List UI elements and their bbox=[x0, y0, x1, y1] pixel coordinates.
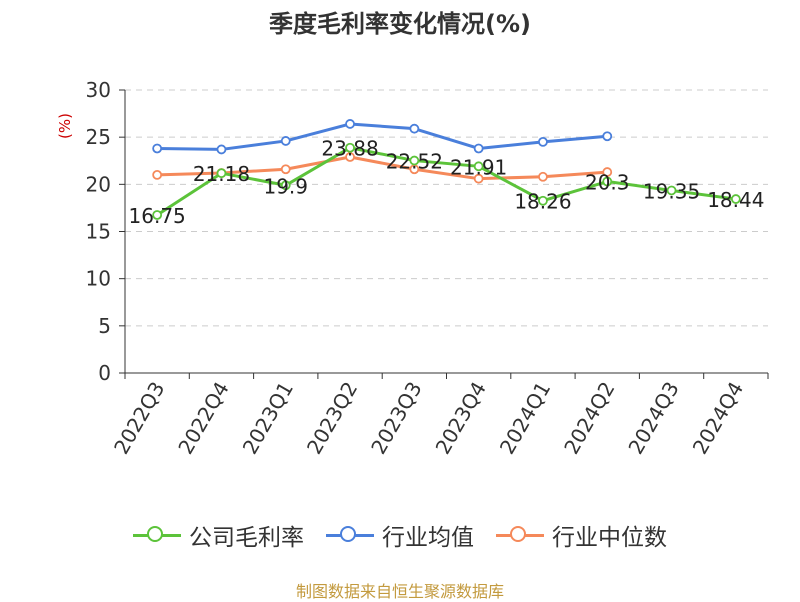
y-tick-label: 25 bbox=[86, 125, 111, 149]
data-point bbox=[473, 161, 484, 172]
grid-lines bbox=[125, 89, 768, 327]
series-lines bbox=[152, 119, 741, 220]
data-label: 16.75 bbox=[129, 204, 186, 228]
legend-item[interactable]: 公司毛利率 bbox=[133, 518, 304, 552]
y-axis-unit-label: (%) bbox=[56, 113, 74, 139]
series-line bbox=[157, 155, 608, 181]
x-tick-label: 2023Q3 bbox=[366, 378, 426, 459]
legend-swatch bbox=[326, 525, 374, 545]
legend-swatch-marker bbox=[340, 526, 356, 542]
data-point bbox=[280, 164, 291, 175]
y-tick-label: 20 bbox=[86, 172, 111, 196]
x-tick-label: 2024Q3 bbox=[623, 378, 683, 459]
data-point bbox=[538, 171, 548, 182]
data-label: 19.35 bbox=[643, 179, 700, 203]
x-tick-label: 2024Q2 bbox=[559, 378, 619, 459]
data-point bbox=[538, 195, 548, 206]
data-point bbox=[473, 143, 484, 154]
data-label: 19.9 bbox=[263, 174, 308, 198]
x-tick-label: 2023Q2 bbox=[302, 378, 362, 459]
data-point bbox=[730, 194, 741, 204]
data-point bbox=[345, 142, 355, 153]
data-label: 20.3 bbox=[585, 171, 630, 195]
series-line bbox=[156, 146, 737, 217]
data-point bbox=[409, 123, 420, 134]
x-tick-label: 2024Q1 bbox=[495, 378, 555, 459]
y-tick-label: 0 bbox=[98, 361, 111, 385]
data-point bbox=[538, 136, 548, 147]
legend-label: 行业中位数 bbox=[552, 525, 667, 551]
x-tick-label: 2023Q1 bbox=[238, 378, 298, 459]
data-point bbox=[666, 185, 677, 196]
data-point bbox=[602, 167, 613, 177]
y-tick-label: 10 bbox=[86, 267, 111, 291]
data-point bbox=[280, 180, 291, 191]
data-point bbox=[280, 136, 291, 146]
x-tick-label: 2022Q4 bbox=[173, 378, 233, 459]
data-point bbox=[152, 143, 163, 154]
data-point bbox=[602, 176, 613, 187]
data-point bbox=[152, 169, 163, 180]
x-tick-label: 2023Q4 bbox=[431, 378, 491, 459]
legend-swatch bbox=[133, 525, 181, 545]
legend-swatch-marker bbox=[510, 526, 526, 542]
x-tick-label: 2022Q3 bbox=[109, 378, 169, 459]
chart-title: 季度毛利率变化情况(%) bbox=[269, 10, 531, 38]
y-tick-label: 5 bbox=[98, 314, 111, 338]
data-point bbox=[345, 152, 355, 162]
legend-label: 行业均值 bbox=[382, 525, 474, 551]
data-point bbox=[345, 119, 355, 129]
legend-swatch-marker bbox=[147, 526, 163, 542]
data-point bbox=[216, 168, 227, 179]
data-label: 18.44 bbox=[707, 188, 764, 212]
y-tick-label: 15 bbox=[86, 220, 111, 244]
data-point bbox=[216, 144, 227, 155]
data-labels: 16.75 21.18 19.9 23.88 22.52 21.91 18.26 20.3 19… bbox=[129, 137, 765, 228]
source-note: 制图数据来自恒生聚源数据库 bbox=[295, 582, 504, 601]
data-point bbox=[409, 155, 420, 166]
data-label: 21.18 bbox=[193, 162, 250, 186]
legend-item[interactable]: 行业均值 bbox=[326, 518, 474, 552]
data-point bbox=[602, 131, 613, 142]
data-label: 23.88 bbox=[321, 137, 378, 161]
data-point bbox=[152, 210, 163, 220]
data-point bbox=[473, 173, 484, 184]
series-line bbox=[157, 122, 608, 151]
y-tick-label: 30 bbox=[86, 78, 111, 102]
legend: 公司毛利率 行业均值 行业中位数 bbox=[0, 517, 800, 553]
legend-swatch bbox=[496, 525, 544, 545]
data-label: 18.26 bbox=[514, 190, 571, 214]
data-label: 22.52 bbox=[386, 150, 443, 174]
x-tick-label: 2024Q4 bbox=[688, 378, 748, 459]
legend-label: 公司毛利率 bbox=[189, 525, 304, 551]
legend-item[interactable]: 行业中位数 bbox=[496, 518, 667, 552]
data-label: 21.91 bbox=[450, 155, 507, 179]
